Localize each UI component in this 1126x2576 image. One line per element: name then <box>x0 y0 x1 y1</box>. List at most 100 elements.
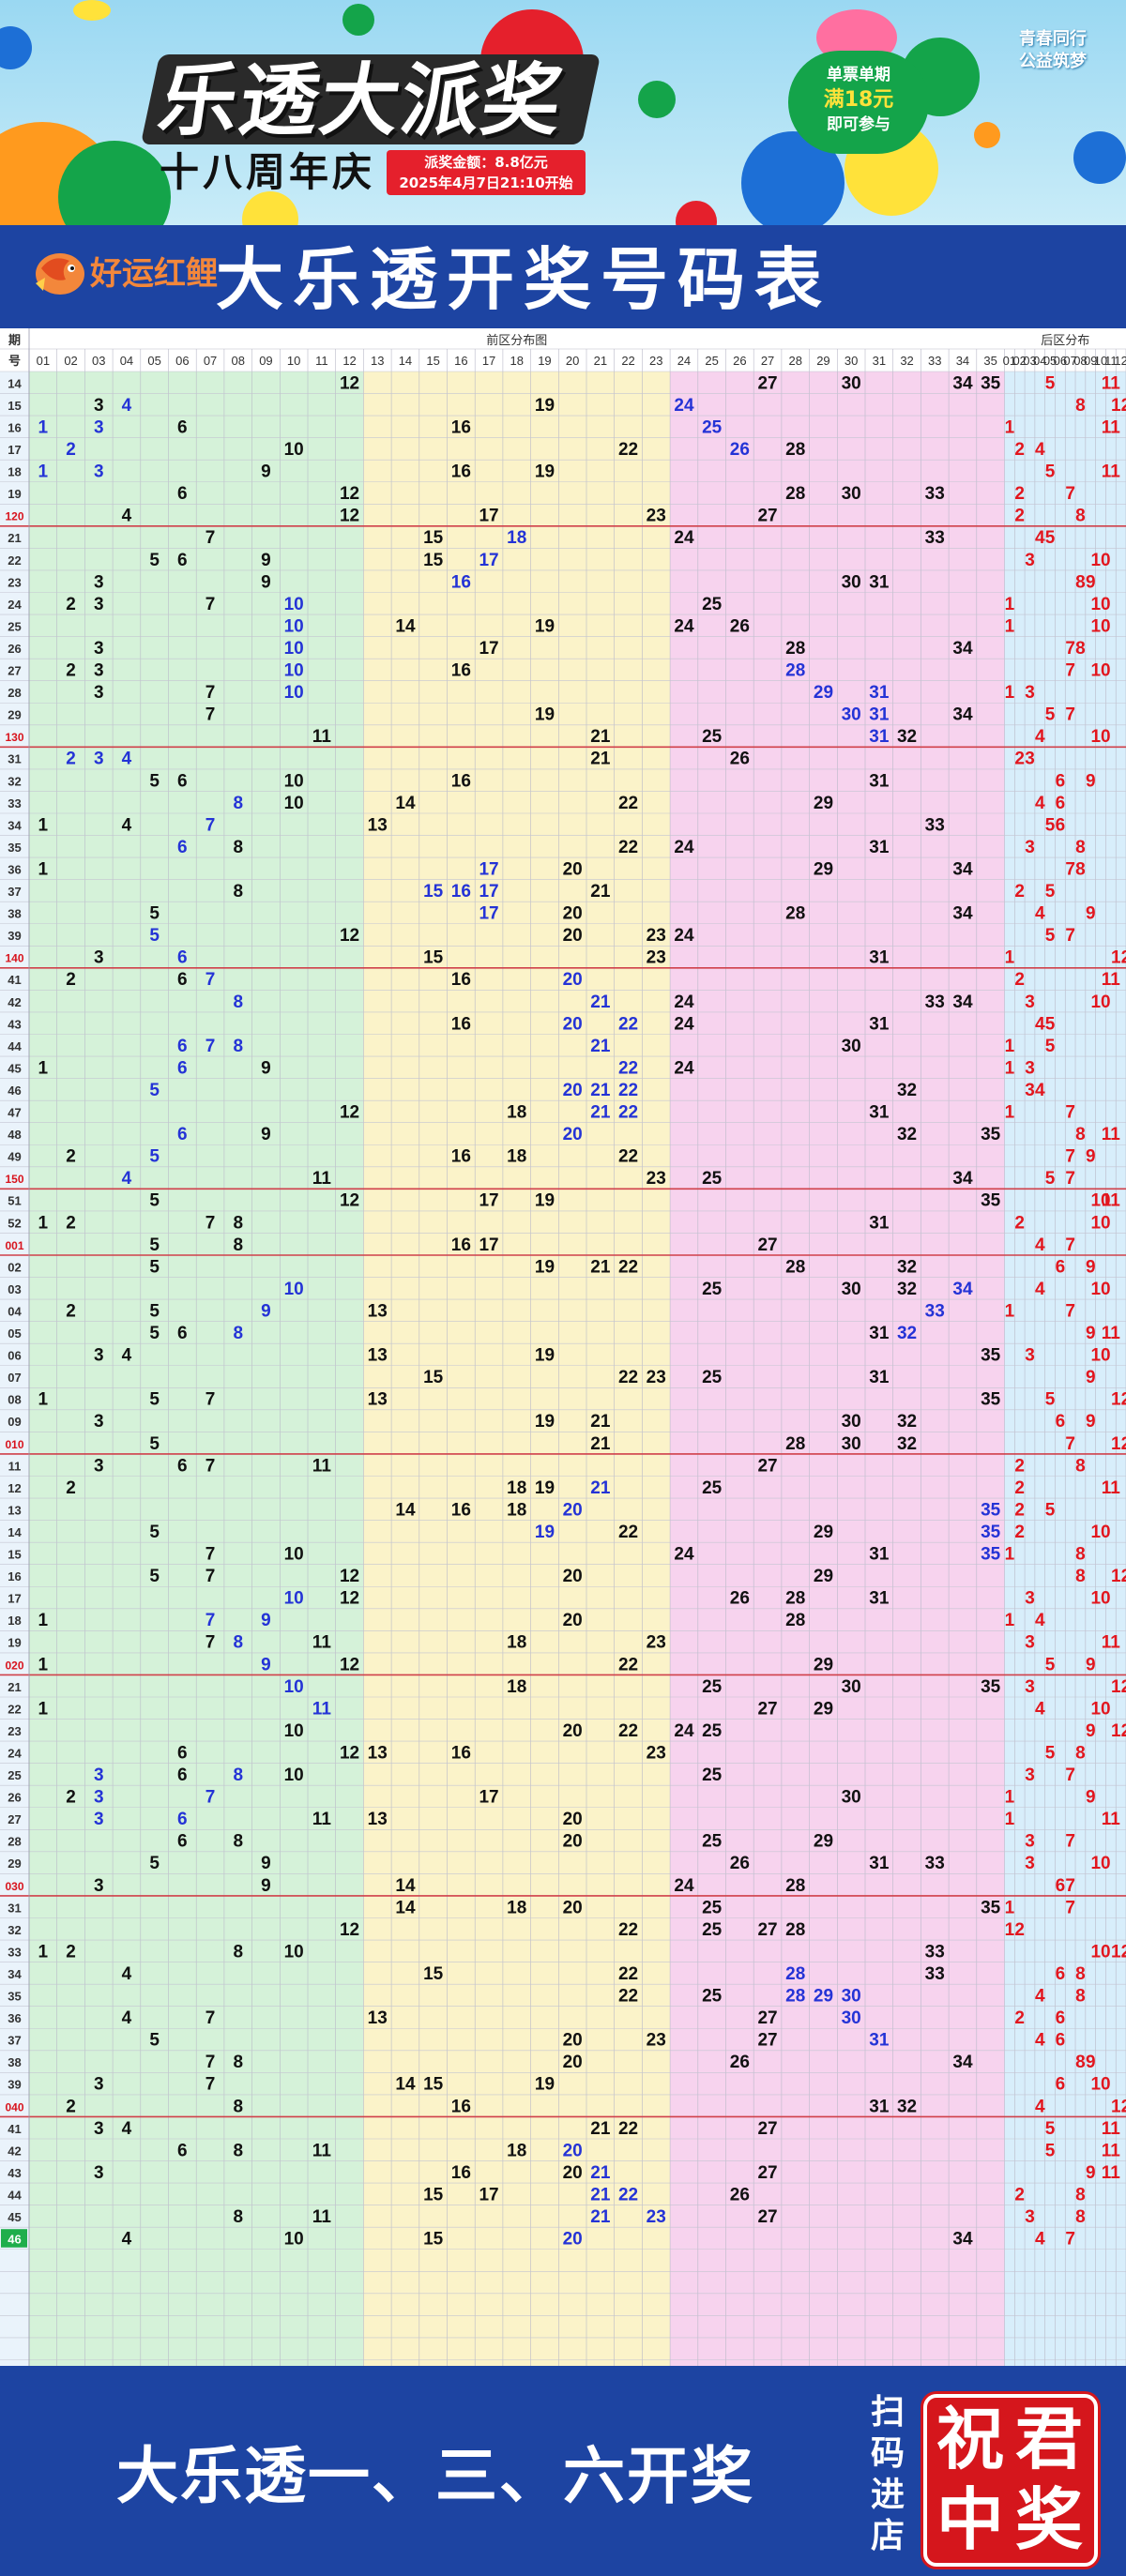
front-number: 22 <box>618 1987 638 2007</box>
front-number: 21 <box>590 1103 611 1123</box>
front-number: 32 <box>897 1125 917 1144</box>
back-number: 11 <box>1102 1324 1121 1343</box>
front-number: 24 <box>674 396 694 416</box>
back-number: 8 <box>1075 1567 1086 1586</box>
front-number: 24 <box>674 838 694 857</box>
front-number: 8 <box>233 794 243 813</box>
front-number: 5 <box>149 904 160 924</box>
back-number: 3 <box>1025 750 1035 769</box>
front-number: 18 <box>507 1898 526 1917</box>
slogan-line1: 青春同行 <box>1019 29 1087 49</box>
decor-circle <box>676 201 717 225</box>
back-number: 4 <box>1035 727 1045 747</box>
scan-char: 进 <box>870 2476 905 2514</box>
front-col-header: 33 <box>928 354 941 368</box>
back-number: 1 <box>1005 417 1015 437</box>
front-number: 9 <box>261 1125 271 1144</box>
front-number: 10 <box>284 1765 304 1785</box>
front-number: 12 <box>340 926 359 946</box>
back-number: 11 <box>1102 970 1121 990</box>
back-number: 9 <box>1086 771 1096 791</box>
back-number: 8 <box>1075 1743 1086 1763</box>
front-number: 13 <box>368 1390 388 1410</box>
back-number: 7 <box>1065 1301 1075 1321</box>
back-number: 5 <box>1045 882 1056 902</box>
front-number: 6 <box>177 1765 188 1785</box>
front-number: 29 <box>814 1567 833 1586</box>
front-number: 24 <box>674 1014 694 1034</box>
back-number: 11 <box>1102 2119 1121 2139</box>
back-number: 7 <box>1065 1147 1075 1167</box>
front-number: 32 <box>897 727 917 747</box>
front-number: 12 <box>340 484 359 504</box>
back-number: 6 <box>1056 1964 1066 1984</box>
front-number: 28 <box>785 1611 805 1630</box>
front-number: 5 <box>149 926 160 946</box>
front-number: 9 <box>261 462 271 482</box>
front-number: 9 <box>261 1301 271 1321</box>
front-number: 6 <box>177 417 188 437</box>
front-number: 34 <box>952 705 973 725</box>
front-number: 8 <box>233 2207 243 2227</box>
period-number: 19 <box>8 487 21 501</box>
period-number: 19 <box>8 1636 21 1650</box>
back-number: 3 <box>1025 1677 1035 1697</box>
front-number: 23 <box>647 1169 666 1189</box>
period-number: 32 <box>8 774 21 788</box>
front-number: 23 <box>647 948 666 968</box>
front-number: 21 <box>590 882 611 902</box>
event-subtitle: 十八周年庆 <box>160 149 376 195</box>
front-number: 7 <box>205 1788 216 1808</box>
front-number: 35 <box>981 1191 1001 1211</box>
front-number: 4 <box>122 2008 132 2028</box>
period-number: 39 <box>8 2078 21 2092</box>
front-col-header: 34 <box>956 354 969 368</box>
front-number: 22 <box>618 1014 638 1034</box>
front-number: 16 <box>451 572 471 592</box>
front-col-header: 11 <box>315 354 328 368</box>
front-number: 20 <box>563 859 583 879</box>
front-number: 26 <box>730 440 750 460</box>
scan-char: 扫 <box>870 2393 905 2432</box>
period-number: 06 <box>8 1349 21 1363</box>
period-number: 26 <box>8 642 21 656</box>
back-number: 7 <box>1065 1765 1075 1785</box>
front-col-header: 31 <box>873 354 886 368</box>
front-number: 34 <box>952 373 973 393</box>
front-number: 6 <box>177 2141 188 2160</box>
front-number: 3 <box>94 948 104 968</box>
front-number: 25 <box>702 1721 723 1741</box>
period-number: 27 <box>8 1812 21 1826</box>
front-number: 19 <box>535 1191 555 1211</box>
front-number: 6 <box>177 771 188 791</box>
period-column <box>0 371 29 2366</box>
front-number: 29 <box>814 859 833 879</box>
back-number: 11 <box>1102 1125 1121 1144</box>
front-number: 25 <box>702 1478 723 1498</box>
back-number: 3 <box>1025 1058 1035 1078</box>
front-number: 16 <box>451 462 471 482</box>
back-number: 2 <box>1014 440 1025 460</box>
back-number: 5 <box>1045 2141 1056 2160</box>
back-col-header: 11 <box>1104 354 1118 368</box>
front-number: 4 <box>122 815 132 835</box>
period-number: 21 <box>8 531 21 545</box>
period-number: 27 <box>8 664 21 678</box>
front-number: 30 <box>842 2008 861 2028</box>
front-number: 7 <box>205 1037 216 1056</box>
prize-start-time: 2025年4月7日21:10开始 <box>399 174 573 191</box>
back-number: 4 <box>1035 1611 1045 1630</box>
front-col-header: 01 <box>37 354 50 368</box>
front-number: 14 <box>395 1500 416 1520</box>
front-number: 12 <box>340 1920 359 1940</box>
back-number: 3 <box>1025 1346 1035 1366</box>
period-number: 22 <box>8 1702 21 1716</box>
back-number: 10 <box>1090 1191 1110 1211</box>
front-number: 25 <box>702 1832 723 1852</box>
front-number: 31 <box>869 2097 890 2116</box>
front-number: 26 <box>730 750 750 769</box>
front-number: 31 <box>869 1324 890 1343</box>
front-number: 10 <box>284 2230 304 2250</box>
decor-circle <box>342 4 374 36</box>
back-number: 7 <box>1065 926 1075 946</box>
